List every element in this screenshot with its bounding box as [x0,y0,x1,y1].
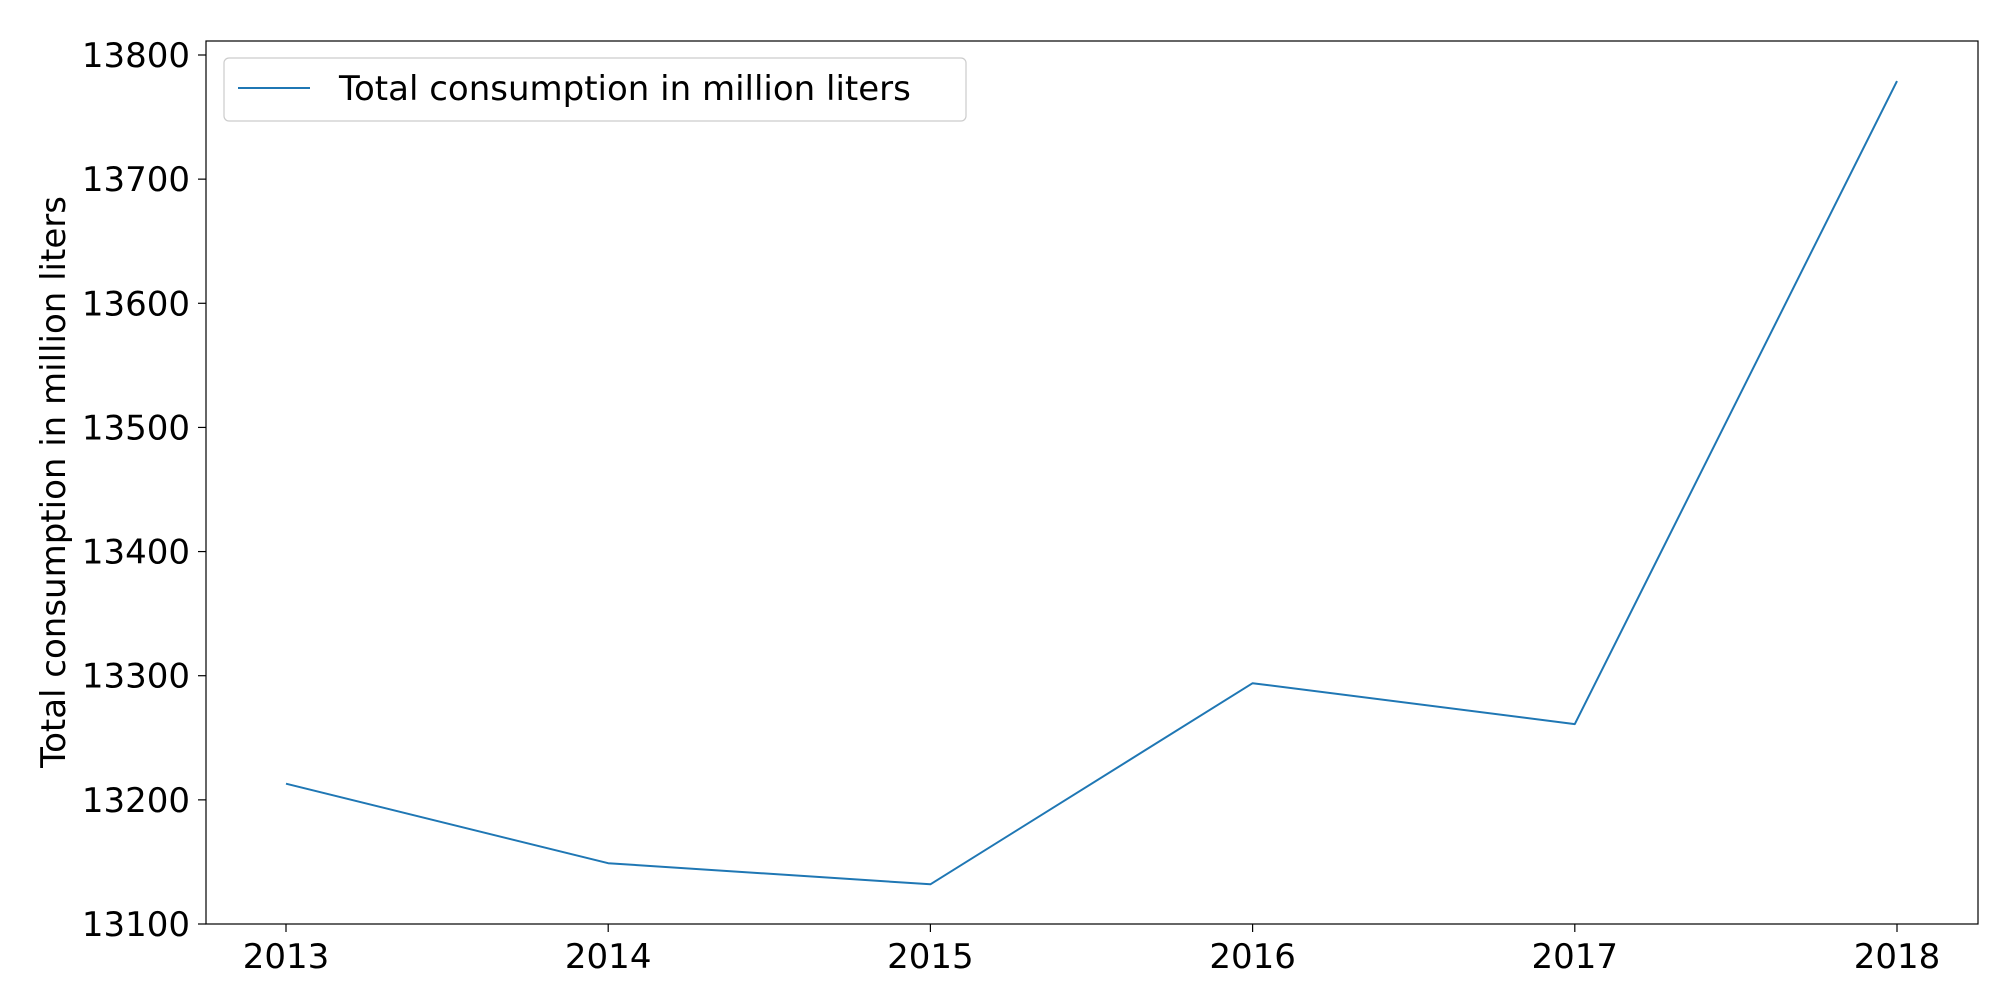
x-tick-label: 2018 [1854,937,1941,977]
plot-area [205,40,1979,925]
y-tick-label: 13300 [82,657,190,697]
y-tick-label: 13600 [82,284,190,324]
y-tick-label: 13700 [82,160,190,200]
legend-label: Total consumption in million liters [338,69,911,109]
x-tick-label: 2015 [887,937,974,977]
x-tick-label: 2016 [1209,937,1296,977]
y-tick-label: 13400 [82,533,190,573]
x-axis-ticks: 2013 2014 2015 2016 2017 2018 [243,924,1941,977]
y-axis-label: Total consumption in million liters [34,196,74,769]
legend-box [223,57,967,122]
x-tick-label: 2014 [565,937,652,977]
x-tick-label: 2013 [243,937,330,977]
legend: Total consumption in million liters [223,57,967,122]
y-tick-label: 13200 [82,781,190,821]
series-layer [285,80,1898,886]
y-tick-label: 13100 [82,905,190,945]
x-tick-label: 2017 [1532,937,1619,977]
y-tick-label: 13500 [82,408,190,448]
series-line-0 [285,80,1898,886]
y-tick-label: 13800 [82,36,190,76]
y-axis-ticks: 13100 13200 13300 13400 13500 13600 13700 13800 [82,36,206,945]
